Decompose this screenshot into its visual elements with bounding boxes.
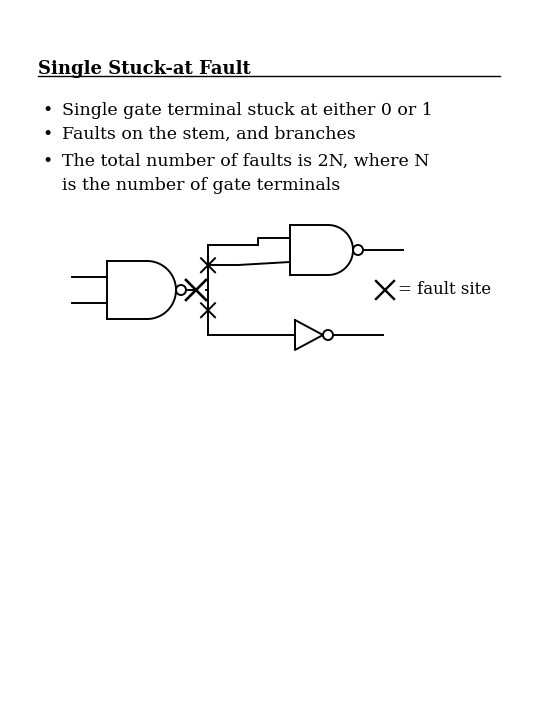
Text: The total number of faults is 2N, where N: The total number of faults is 2N, where … xyxy=(62,153,429,170)
Text: •: • xyxy=(42,126,52,143)
Text: •: • xyxy=(42,153,52,170)
Text: = fault site: = fault site xyxy=(398,282,491,299)
Text: is the number of gate terminals: is the number of gate terminals xyxy=(62,177,340,194)
Text: Single gate terminal stuck at either 0 or 1: Single gate terminal stuck at either 0 o… xyxy=(62,102,433,119)
Text: •: • xyxy=(42,102,52,119)
Text: Single Stuck-at Fault: Single Stuck-at Fault xyxy=(38,60,251,78)
Text: Faults on the stem, and branches: Faults on the stem, and branches xyxy=(62,126,356,143)
